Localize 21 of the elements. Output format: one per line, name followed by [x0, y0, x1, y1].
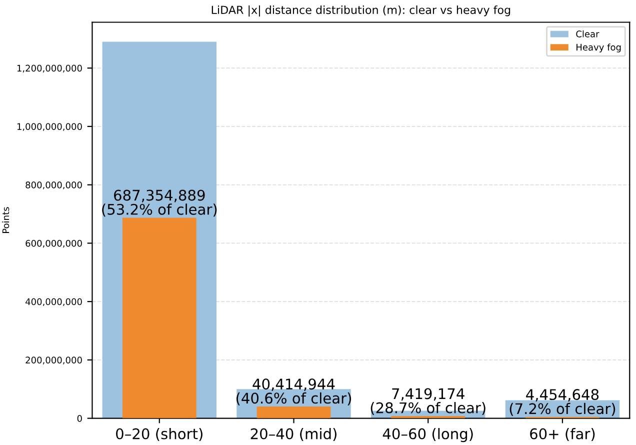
- legend-label: Clear: [576, 30, 600, 38]
- x-tick-label: 60+ (far): [530, 428, 595, 442]
- bar: [122, 218, 196, 418]
- data-label: 687,354,889 (53.2% of clear): [102, 190, 217, 217]
- y-tick-label: 800,000,000: [26, 182, 82, 190]
- y-tick-label: 0: [77, 415, 82, 422]
- y-tick-label: 1,200,000,000: [17, 64, 82, 73]
- data-label: 40,414,944 (40.6% of clear): [236, 378, 352, 406]
- x-tick-label: 40–60 (long): [382, 428, 473, 442]
- x-tick-label: 0–20 (short): [116, 428, 202, 442]
- y-axis-title: Points: [2, 207, 10, 233]
- y-tick-label: 1,000,000,000: [17, 123, 82, 131]
- y-tick-label: 600,000,000: [26, 240, 82, 248]
- y-tick-label: 200,000,000: [26, 356, 82, 364]
- legend-label: Heavy fog: [576, 44, 621, 52]
- y-tick-label: 400,000,000: [26, 298, 82, 306]
- chart-title: LiDAR |x| distance distribution (m): clear vs heavy fog: [212, 5, 510, 17]
- data-label: 7,419,174 (28.7% of clear): [370, 388, 486, 416]
- bar: [256, 406, 331, 418]
- x-tick-label: 20–40 (mid): [250, 428, 336, 442]
- data-label: 4,454,648 (7.2% of clear): [510, 389, 616, 416]
